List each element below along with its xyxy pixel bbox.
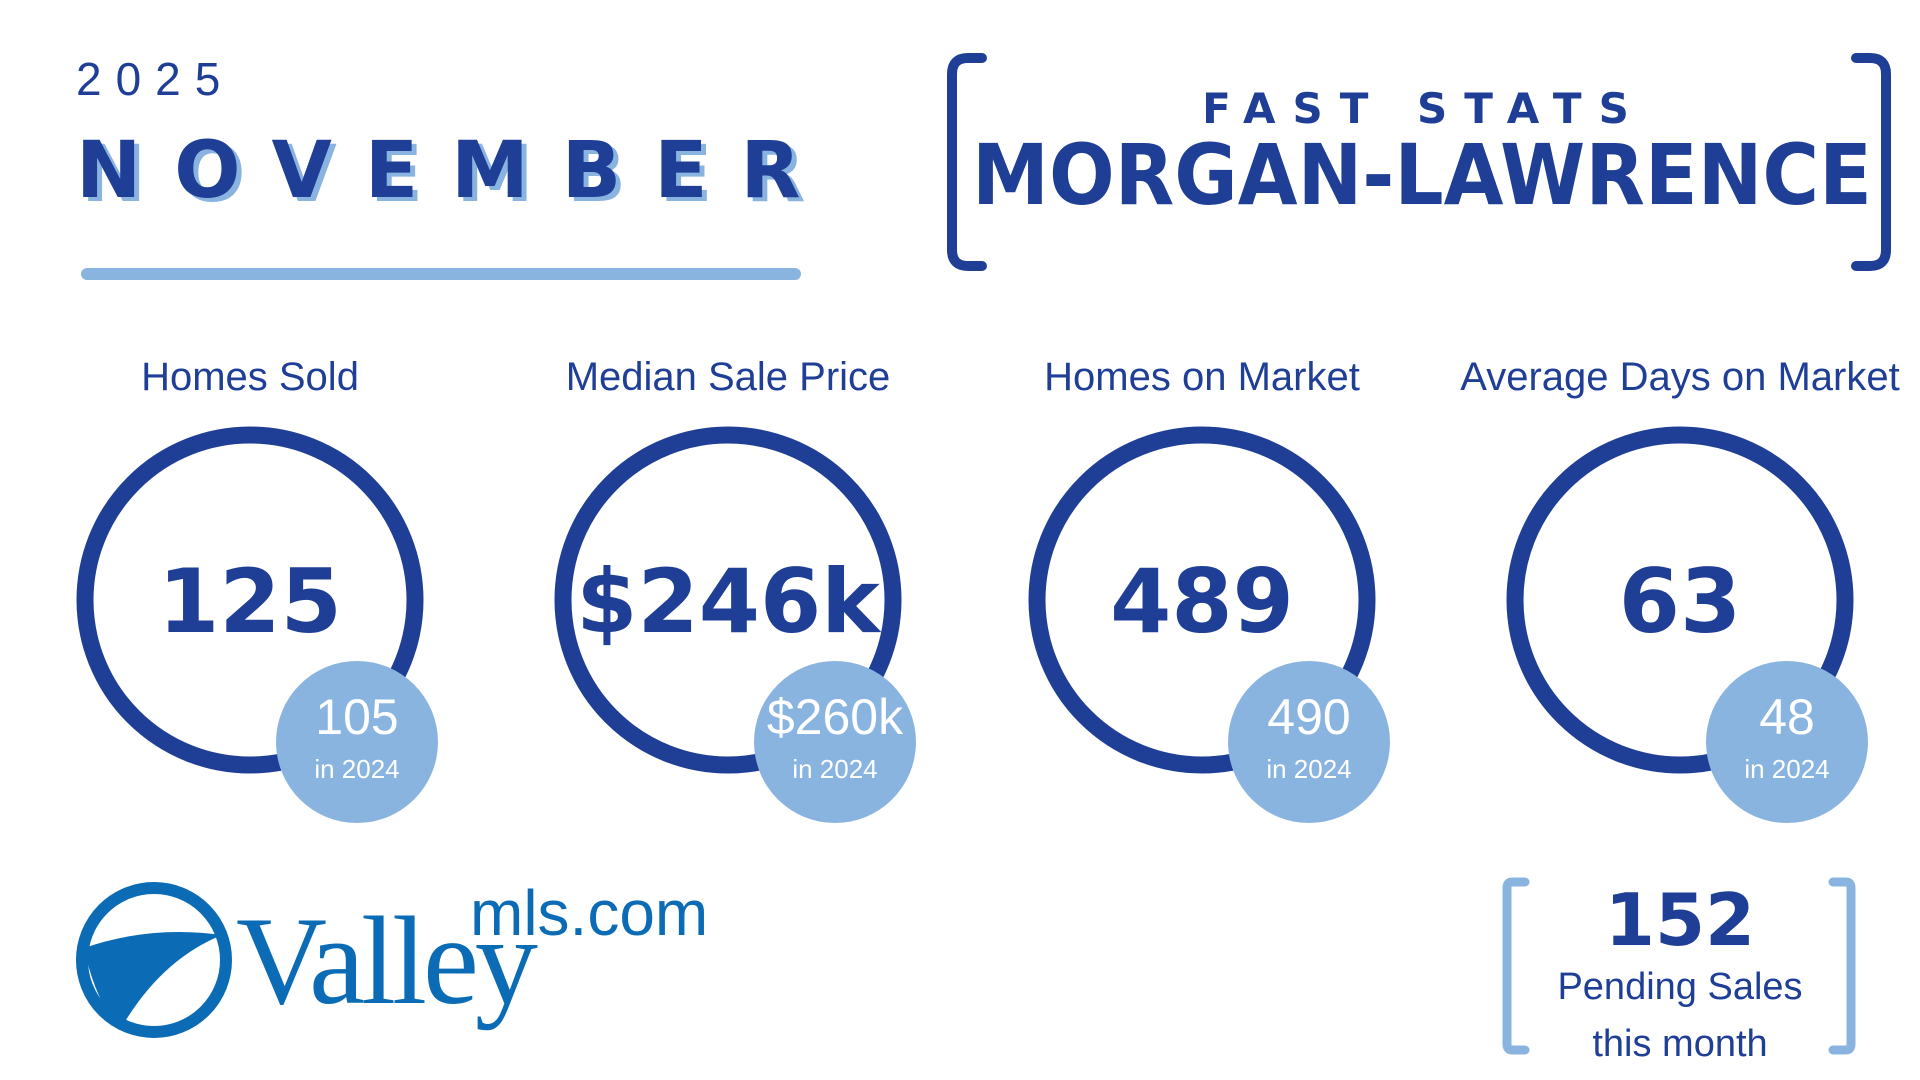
stat-label: Average Days on Market	[1460, 355, 1899, 399]
year: 2025	[76, 53, 234, 105]
logo: Valley mls.com	[76, 877, 708, 1038]
prior-value: 48	[1759, 689, 1815, 745]
pending-bracket-right	[1828, 877, 1856, 1055]
month: NOVEMBER	[76, 126, 834, 216]
pending-label: Pending Sales	[1557, 966, 1802, 1008]
prior-badge	[276, 661, 438, 823]
stat-ring	[1028, 426, 1376, 774]
stat-label: Homes on Market	[1044, 355, 1360, 399]
prior-value: 490	[1267, 689, 1350, 745]
pending-label: this month	[1592, 1023, 1767, 1065]
stat-card: Homes on Market 489 490 in 2024	[1028, 355, 1390, 823]
prior-note: in 2024	[314, 754, 399, 784]
logo-suffix: mls.com	[470, 877, 708, 949]
month-shadow: NOVEMBER	[81, 130, 839, 220]
stat-label: Homes Sold	[141, 355, 359, 399]
prior-value: $260k	[767, 689, 904, 745]
stat-value: 489	[1110, 550, 1294, 653]
prior-badge	[1228, 661, 1390, 823]
prior-note: in 2024	[1744, 754, 1829, 784]
prior-badge	[754, 661, 916, 823]
stat-ring	[554, 426, 902, 774]
logo-main: Valley	[236, 892, 538, 1031]
bracket-left	[947, 53, 987, 271]
stat-card: Median Sale Price $246k $260k in 2024	[554, 355, 916, 823]
logo-swoosh	[84, 931, 222, 1030]
stat-card: Average Days on Market 63 48 in 2024	[1460, 355, 1900, 823]
prior-note: in 2024	[1266, 754, 1351, 784]
prior-note: in 2024	[792, 754, 877, 784]
prior-badge	[1706, 661, 1868, 823]
stat-value: 125	[158, 550, 342, 653]
logo-ring	[76, 882, 232, 1038]
bracket-right	[1851, 53, 1891, 271]
stat-value: 63	[1619, 550, 1741, 653]
stat-label: Median Sale Price	[566, 355, 891, 399]
stat-card: Homes Sold 125 105 in 2024	[76, 355, 438, 823]
pending-bracket-left	[1502, 877, 1530, 1055]
subtitle: FAST STATS	[1202, 84, 1646, 133]
prior-value: 105	[315, 689, 398, 745]
stat-value: $246k	[576, 550, 882, 653]
stat-ring	[76, 426, 424, 774]
area-name: MORGAN-LAWRENCE	[972, 126, 1872, 224]
pending-value: 152	[1605, 878, 1755, 962]
stat-ring	[1506, 426, 1854, 774]
